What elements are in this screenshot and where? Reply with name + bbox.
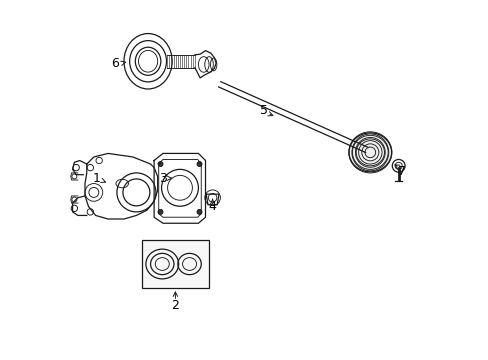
Text: 6: 6 <box>111 57 119 69</box>
Bar <box>142 240 209 288</box>
Circle shape <box>72 197 77 202</box>
Circle shape <box>96 157 102 164</box>
Circle shape <box>87 165 93 171</box>
Text: 3: 3 <box>159 172 166 185</box>
Circle shape <box>158 210 163 215</box>
Circle shape <box>71 205 78 212</box>
Circle shape <box>197 210 202 215</box>
Circle shape <box>87 209 93 215</box>
Ellipse shape <box>348 133 391 172</box>
Circle shape <box>73 165 79 171</box>
Text: 7: 7 <box>397 165 406 177</box>
Text: 1: 1 <box>92 172 100 185</box>
Circle shape <box>72 174 77 179</box>
Text: 2: 2 <box>171 299 179 312</box>
Text: 5: 5 <box>260 104 267 117</box>
Circle shape <box>197 162 202 167</box>
Text: 4: 4 <box>208 200 216 213</box>
Circle shape <box>158 162 163 167</box>
